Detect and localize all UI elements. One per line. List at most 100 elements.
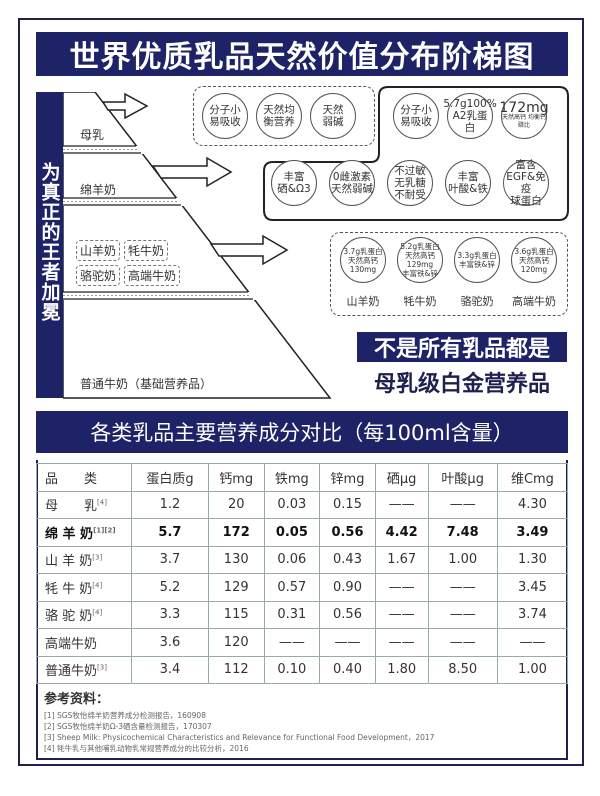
table-cell: 3.4: [131, 655, 209, 684]
table-cell: 3.7: [131, 545, 209, 574]
table-cell: 3.45: [496, 573, 569, 602]
row-name: 绵 羊 奶[1][2]: [36, 518, 132, 547]
circle-line: 分子小: [400, 104, 432, 116]
column-header: 维Cmg: [496, 463, 569, 492]
column-header: 品 类: [36, 463, 132, 492]
circle-line: 丰富铁&锌: [402, 269, 438, 278]
table-cell: ——: [263, 628, 321, 657]
side-label-text: 为真正的王者加冕: [38, 162, 61, 322]
feature-circle: 富含 EGF&免疫 球蛋白: [503, 159, 549, 207]
reference-item: [1] SGS牧怡绵羊奶营养成分检测报告，160908: [44, 711, 206, 720]
other-milk-item: 5.2g乳蛋白 天然高钙129mg 丰富铁&锌牦牛奶: [397, 237, 443, 309]
table-row: 高端牛奶 3.6 120 —— —— —— —— ——: [36, 628, 569, 657]
table-header-row: 品 类蛋白质g 钙mg 铁mg 锌mg 硒μg 叶酸μg 维Cmg: [36, 463, 569, 492]
table-cell: 0.06: [263, 545, 321, 574]
feature-circle: 丰富 硒&Ω3: [271, 160, 317, 206]
circle-line: 富含: [515, 159, 537, 171]
circle-line: 3.7g乳蛋白: [343, 246, 383, 256]
circle-line: 天然弱碱: [331, 183, 373, 195]
arrow-icons: [101, 92, 289, 266]
references: 参考资料： [1] SGS牧怡绵羊奶营养成分检测报告，160908 [2] SG…: [44, 688, 564, 754]
row-reference: [1][2]: [93, 526, 116, 535]
circle-line: 丰富: [283, 171, 305, 183]
column-header: 硒μg: [374, 463, 429, 492]
sheep-features-bottom: 丰富 硒&Ω3 0雌激素 天然弱碱 不过敏 无乳糖 不耐受 丰富 叶酸&铁 富含 EGF&免疫 球蛋白: [271, 159, 549, 207]
row-reference: [3]: [92, 553, 103, 562]
banner-line1: 不是所有乳品都是: [357, 332, 567, 362]
tier-mother-milk: 母乳: [80, 128, 105, 142]
tier-3-tag: 牦牛奶: [124, 240, 169, 261]
table-cell: 1.00: [496, 655, 569, 684]
reference-item: [2] SGS牧怡绵羊奶Ω-3硒含量检测报告，170307: [44, 722, 212, 731]
arrow-right-icon: [101, 92, 149, 120]
circle-line: 无乳糖: [394, 177, 426, 189]
sheep-features-top: 分子小 易吸收 5.7g100% A2乳蛋白 172mg 天然高钙 均衡钙磷比: [393, 93, 549, 139]
other-milk-circles: 3.7g乳蛋白 天然高钙 130mg 山羊奶 5.2g乳蛋白 天然高钙129mg 丰富铁&锌…: [340, 237, 557, 309]
table-cell: ——: [427, 600, 498, 629]
feature-circle: 不过敏 无乳糖 不耐受: [387, 160, 433, 206]
table-cell: 130: [207, 545, 265, 574]
table-row: 绵 羊 奶[1][2] 5.7 172 0.05 0.56 4.42 7.48 3.49: [36, 518, 569, 547]
feature-circle: 分子小 易吸收: [202, 93, 248, 139]
circle-line: 天然高钙: [519, 255, 549, 265]
table-cell: 1.2: [131, 490, 209, 519]
column-header: 锌mg: [319, 463, 376, 492]
column-header: 铁mg: [263, 463, 321, 492]
row-reference: [3]: [97, 663, 107, 672]
feature-circle: 0雌激素 天然弱碱: [329, 160, 375, 206]
table-cell: 0.15: [319, 490, 376, 519]
row-name-text: 山 羊 奶: [45, 554, 93, 570]
circle-line: 天然高钙: [348, 255, 378, 265]
tier-regular-milk: 普通牛奶（基础营养品）: [80, 377, 213, 391]
milk-label: 牦牛奶: [403, 295, 437, 308]
table-cell: 120: [207, 628, 265, 657]
table-cell: 0.57: [263, 573, 321, 602]
row-name: 骆 驼 奶[4]: [36, 600, 132, 629]
feature-circle: 3.3g乳蛋白 丰富铁&锌: [454, 237, 500, 283]
reference-item: [4] 牦牛乳与其他哺乳动物乳常规营养成分的比较分析，2016: [44, 744, 249, 753]
table-cell: 20: [207, 490, 265, 519]
row-name: 母 乳[4]: [36, 490, 132, 519]
nutrition-table: 品 类蛋白质g 钙mg 铁mg 锌mg 硒μg 叶酸μg 维Cmg 母 乳[4] 1.2 20 0.…: [36, 463, 569, 684]
feature-circle: 3.6g乳蛋白 天然高钙 120mg: [511, 237, 557, 283]
milk-label: 山羊奶: [346, 295, 380, 308]
table-cell: 0.90: [319, 573, 376, 602]
circle-line: 易吸收: [400, 116, 432, 128]
banner-line2: 母乳级白金营养品: [373, 372, 550, 397]
circle-line: 172mg: [499, 100, 549, 116]
table-cell: 0.03: [263, 490, 321, 519]
table-cell: ——: [374, 573, 429, 602]
table-row: 普通牛奶[3] 3.4 112 0.10 0.40 1.80 8.50 1.00: [36, 655, 569, 684]
mother-features: 分子小 易吸收 天然均 衡营养 天然 弱碱: [193, 86, 375, 146]
table-cell: 115: [207, 600, 265, 629]
table-cell: 1.30: [496, 545, 569, 574]
feature-circle: 5.2g乳蛋白 天然高钙129mg 丰富铁&锌: [397, 237, 443, 283]
row-name: 山 羊 奶[3]: [36, 545, 132, 574]
feature-circle: 天然 弱碱: [310, 93, 356, 139]
table-cell: 0.56: [319, 518, 376, 547]
table-cell: 4.42: [374, 518, 429, 547]
pyramid-shape: [63, 92, 332, 399]
circle-line: 弱碱: [322, 116, 344, 128]
arrow-right-icon: [151, 156, 233, 188]
circle-line: 丰富: [457, 171, 479, 183]
feature-circle: 5.7g100% A2乳蛋白: [443, 93, 497, 139]
circle-line: 分子小: [209, 104, 241, 116]
circle-line: 天然高钙 均衡钙磷比: [502, 114, 546, 129]
column-header: 钙mg: [207, 463, 265, 492]
sheep-features-box: [263, 86, 569, 221]
circle-line: 不耐受: [394, 189, 426, 201]
table-cell: 1.80: [374, 655, 429, 684]
other-milk-features: [330, 232, 568, 316]
row-reference: [4]: [92, 581, 103, 590]
circle-line: 0雌激素: [332, 171, 372, 183]
table-cell: 0.10: [263, 655, 321, 684]
circle-line: 5.2g乳蛋白: [400, 242, 440, 251]
feature-circle: 天然均 衡营养: [256, 93, 302, 139]
row-name: 普通牛奶[3]: [36, 655, 132, 684]
tier-3-tag: 高端牛奶: [124, 265, 181, 286]
table-cell: 0.40: [319, 655, 376, 684]
column-header: 叶酸μg: [427, 463, 498, 492]
table-cell: ——: [496, 628, 569, 657]
circle-line: 120mg: [520, 264, 548, 274]
